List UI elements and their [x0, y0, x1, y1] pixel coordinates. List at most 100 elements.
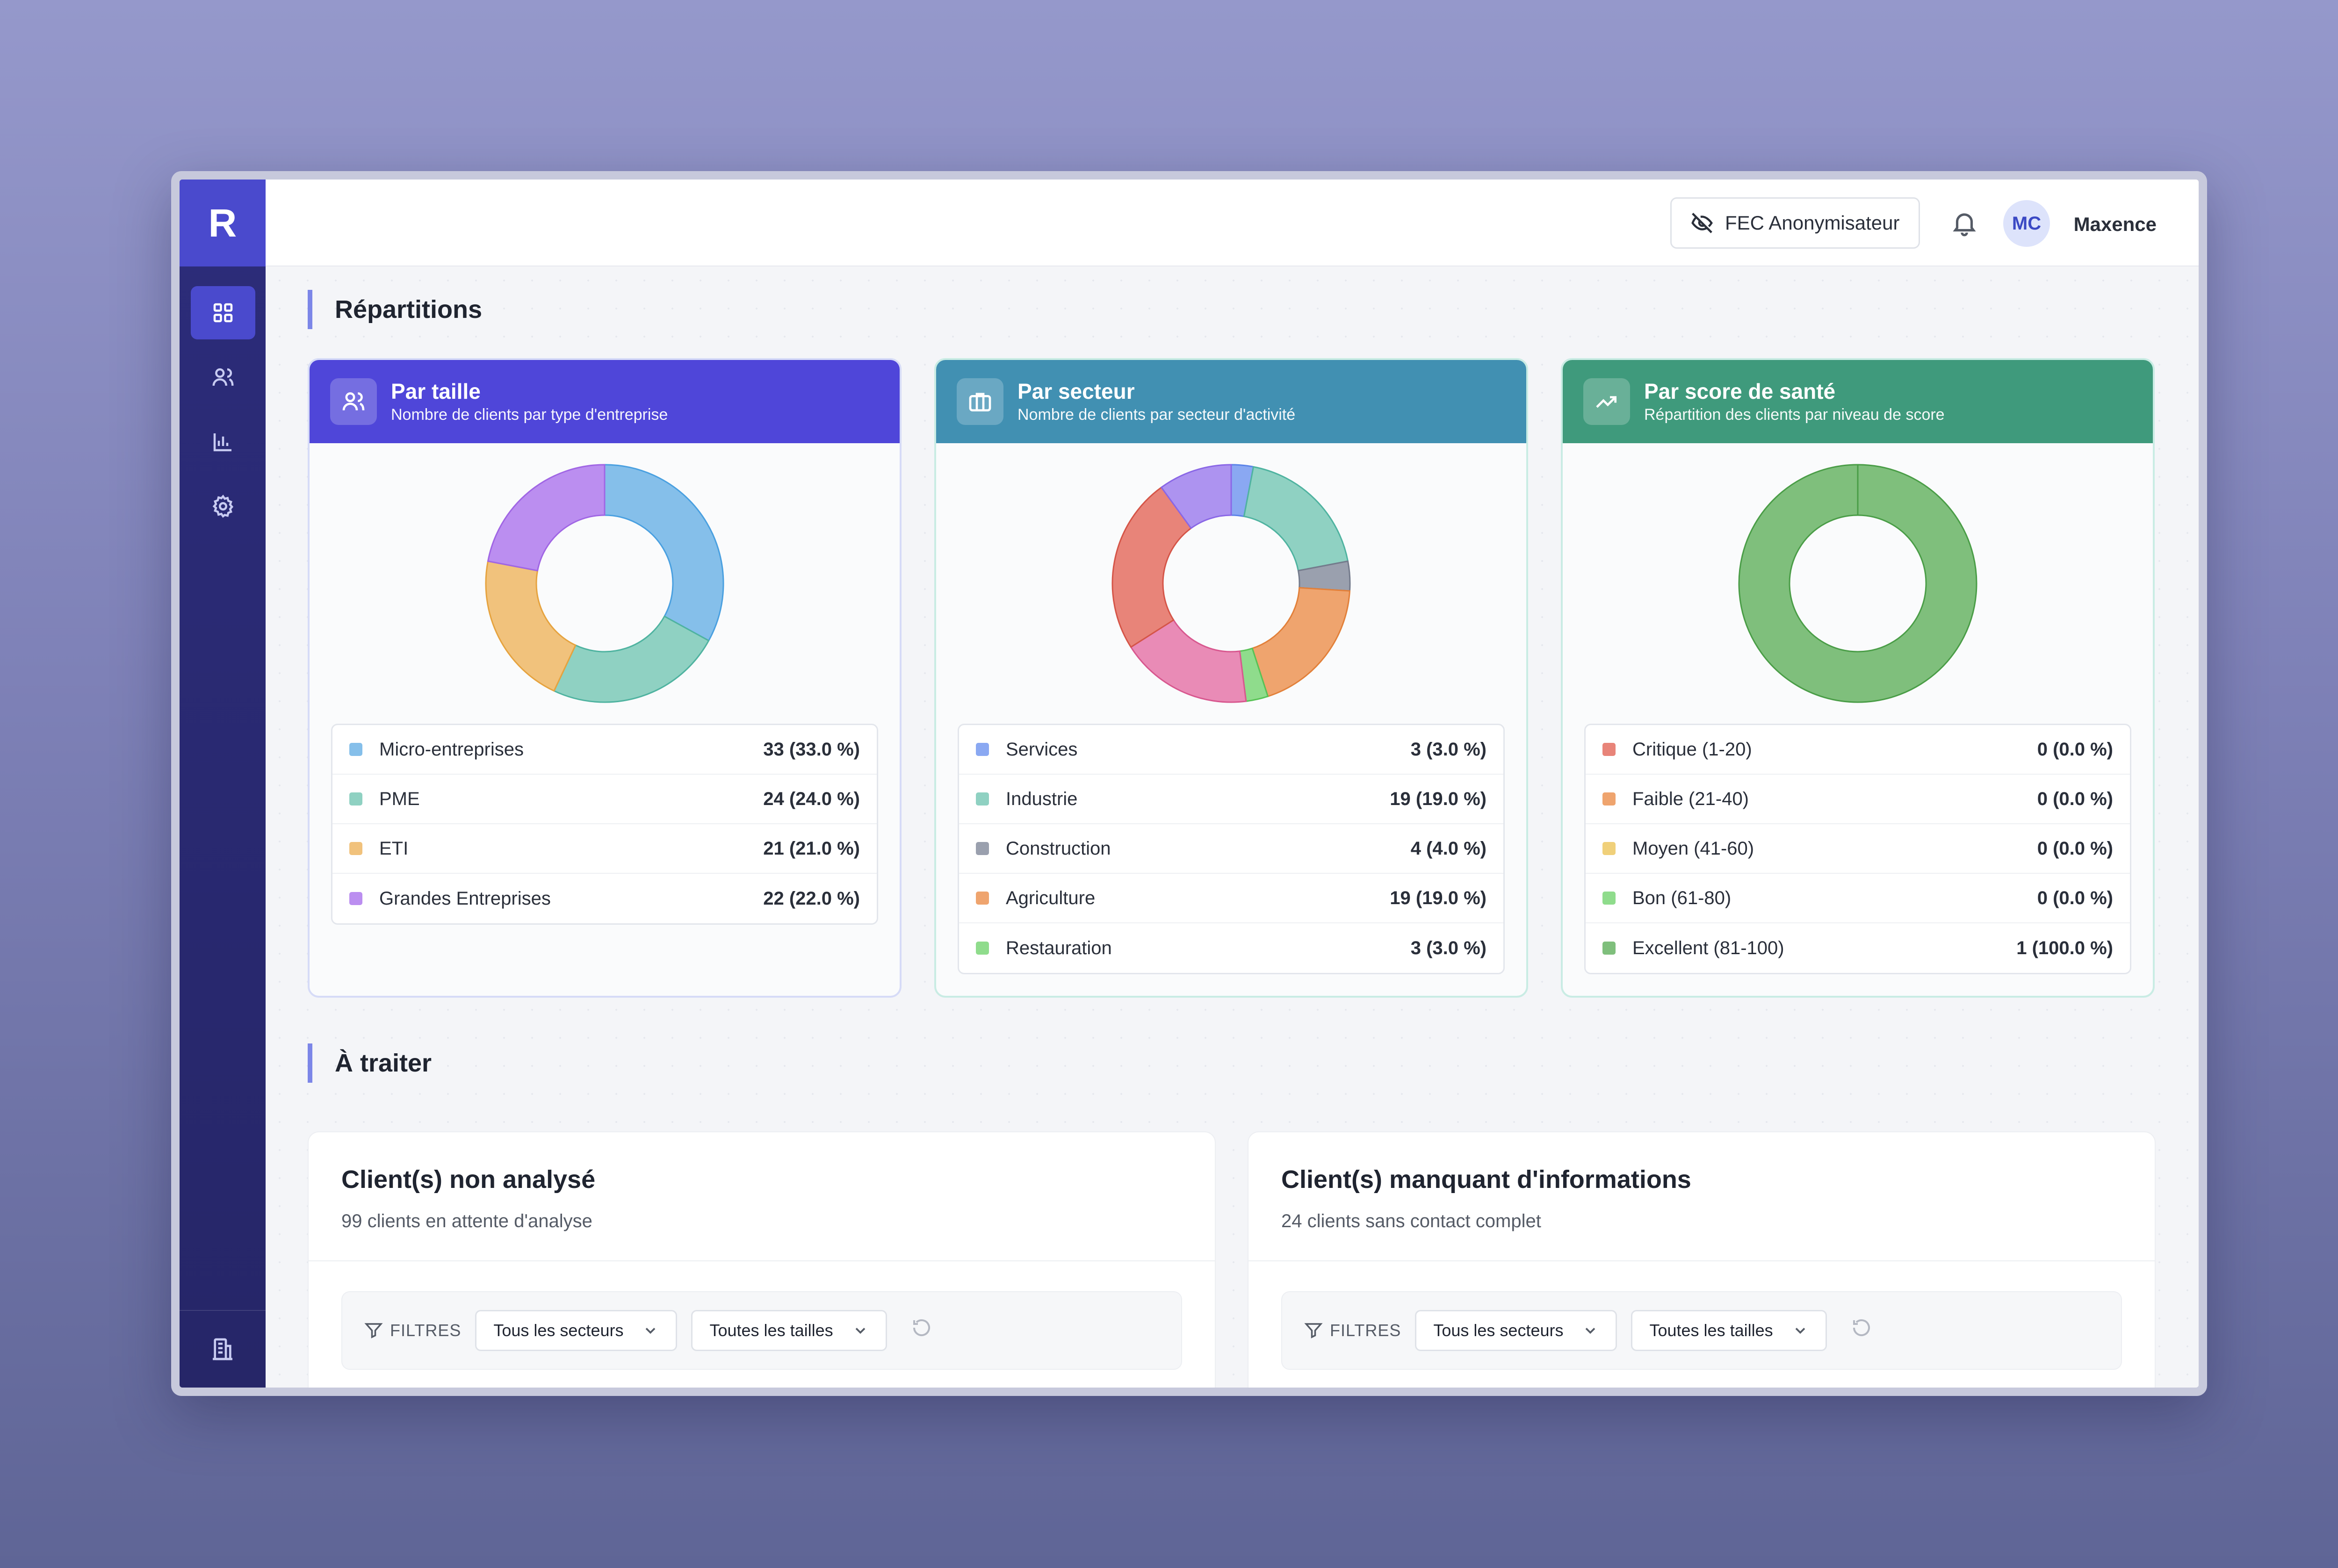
- reset-filters-button[interactable]: [1850, 1316, 1878, 1345]
- legend-value: 4 (4.0 %): [1410, 838, 1487, 859]
- legend-swatch: [1602, 942, 1616, 955]
- legend-swatch: [976, 942, 989, 955]
- size-select-value: Toutes les tailles: [709, 1321, 833, 1340]
- legend-swatch: [1602, 792, 1616, 806]
- legend-swatch: [349, 743, 362, 756]
- legend-swatch: [1602, 743, 1616, 756]
- sidebar-item-analytics[interactable]: [191, 415, 255, 468]
- donut-slice[interactable]: [1161, 464, 1232, 529]
- legend-row: Bon (61-80) 0 (0.0 %): [1586, 874, 2130, 923]
- card-icon-container: [1583, 378, 1630, 425]
- sector-select-value: Tous les secteurs: [493, 1321, 624, 1340]
- sector-select-value: Tous les secteurs: [1433, 1321, 1564, 1340]
- card-icon-container: [330, 378, 377, 425]
- legend-swatch: [976, 792, 989, 806]
- legend-swatch: [1602, 892, 1616, 905]
- avatar[interactable]: MC: [2003, 200, 2050, 247]
- legend-row: Critique (1-20) 0 (0.0 %): [1586, 725, 2130, 775]
- reset-icon: [1853, 1319, 1870, 1336]
- legend-label: Restauration: [1006, 937, 1112, 958]
- legend-row: Construction 4 (4.0 %): [959, 824, 1503, 874]
- legend-value: 33 (33.0 %): [763, 739, 860, 760]
- card-title: Par score de santé: [1644, 379, 1836, 403]
- donut-slice[interactable]: [1130, 619, 1247, 703]
- size-select-value: Toutes les tailles: [1649, 1321, 1773, 1340]
- sidebar-footer[interactable]: [180, 1310, 266, 1388]
- sector-select[interactable]: Tous les secteurs: [475, 1310, 678, 1351]
- building-icon: [213, 1338, 232, 1360]
- size-select[interactable]: Toutes les tailles: [691, 1310, 887, 1351]
- legend-row: Micro-entreprises 33 (33.0 %): [332, 725, 877, 775]
- legend-label: Grandes Entreprises: [379, 888, 551, 909]
- legend-label: Construction: [1006, 838, 1111, 859]
- sector-select[interactable]: Tous les secteurs: [1415, 1310, 1617, 1351]
- legend-swatch: [976, 743, 989, 756]
- donut-slice[interactable]: [1111, 487, 1192, 648]
- chevron-down-icon: [1795, 1328, 1805, 1334]
- legend-swatch: [1602, 842, 1616, 855]
- legend-value: 21 (21.0 %): [763, 838, 860, 859]
- legend-label: Moyen (41-60): [1632, 838, 1754, 859]
- legend-label: Services: [1006, 739, 1078, 760]
- top-bar: FEC Anonymisateur MC Maxence: [266, 180, 2199, 266]
- filter-bar: FILTRES Tous les secteurs Toutes les tai…: [1281, 1291, 2122, 1370]
- chevron-down-icon: [1586, 1328, 1595, 1334]
- legend-row: Faible (21-40) 0 (0.0 %): [1586, 775, 2130, 824]
- legend-label: Bon (61-80): [1632, 887, 1732, 908]
- legend-value: 1 (100.0 %): [2016, 937, 2113, 958]
- app-window: R FEC Anonymisateur: [171, 171, 2207, 1396]
- legend-row: Agriculture 19 (19.0 %): [959, 874, 1503, 923]
- donut-slice[interactable]: [487, 464, 606, 572]
- username[interactable]: Maxence: [2073, 213, 2157, 235]
- app-root: R FEC Anonymisateur: [180, 180, 2199, 1388]
- task-card-manquant-informations: Client(s) manquant d'informations 24 cli…: [1248, 1131, 2156, 1388]
- chevron-down-icon: [646, 1328, 656, 1334]
- reset-filters-button[interactable]: [910, 1316, 938, 1345]
- legend-row: ETI 21 (21.0 %): [332, 824, 877, 874]
- legend-swatch: [349, 792, 362, 806]
- donut-slice[interactable]: [485, 560, 577, 692]
- donut-slice[interactable]: [1243, 466, 1349, 572]
- card-subtitle: Nombre de clients par secteur d'activité: [1017, 406, 1296, 424]
- app-logo[interactable]: R: [180, 180, 266, 266]
- card-subtitle: Nombre de clients par type d'entreprise: [391, 406, 668, 424]
- trending-up-icon: [1596, 396, 1616, 408]
- sidebar-item-dashboard[interactable]: [191, 286, 255, 339]
- card-subtitle: Répartition des clients par niveau de sc…: [1644, 406, 1945, 424]
- size-select[interactable]: Toutes les tailles: [1631, 1310, 1827, 1351]
- donut-slice[interactable]: [1738, 464, 1977, 703]
- eye-off-icon: [1691, 213, 1713, 233]
- notifications-button[interactable]: [1950, 209, 1979, 237]
- users-icon: [212, 368, 234, 386]
- legend-swatch: [976, 842, 989, 855]
- fec-anonymisateur-button[interactable]: FEC Anonymisateur: [1670, 197, 1920, 249]
- legend-value: 0 (0.0 %): [2037, 838, 2113, 859]
- chevron-down-icon: [855, 1328, 865, 1334]
- legend-value: 3 (3.0 %): [1410, 937, 1487, 958]
- task-card-non-analyse: Client(s) non analysé 99 clients en atte…: [308, 1131, 1216, 1388]
- donut-slice[interactable]: [1251, 587, 1350, 698]
- donut-chart-taille: [485, 464, 724, 703]
- sidebar-item-clients[interactable]: [191, 351, 255, 404]
- legend-swatch: [976, 892, 989, 905]
- legend-value: 0 (0.0 %): [2037, 788, 2113, 809]
- donut-slice[interactable]: [604, 464, 724, 641]
- card-header: Par taille Nombre de clients par type d'…: [310, 360, 900, 443]
- legend-row: Grandes Entreprises 22 (22.0 %): [332, 874, 877, 923]
- legend-row: Industrie 19 (19.0 %): [959, 775, 1503, 824]
- legend-label: Agriculture: [1006, 887, 1096, 908]
- legend-label: Faible (21-40): [1632, 788, 1749, 809]
- legend-swatch: [349, 842, 362, 855]
- card-par-score-sante: Par score de santé Répartition des clien…: [1561, 358, 2155, 998]
- legend-row: Excellent (81-100) 1 (100.0 %): [1586, 923, 2130, 973]
- filter-icon: [364, 1323, 383, 1338]
- legend-value: 0 (0.0 %): [2037, 739, 2113, 760]
- legend-table: Micro-entreprises 33 (33.0 %) PME 24 (24.0 …: [331, 724, 878, 925]
- card-title: Par secteur: [1017, 379, 1135, 403]
- legend-table: Services 3 (3.0 %) Industrie 19 (19.0 %) Con…: [958, 724, 1505, 974]
- legend-label: PME: [379, 788, 420, 809]
- legend-value: 22 (22.0 %): [763, 888, 860, 909]
- sidebar-item-settings[interactable]: [191, 480, 255, 533]
- donut-slice[interactable]: [553, 615, 710, 703]
- bell-icon: [1953, 213, 1976, 237]
